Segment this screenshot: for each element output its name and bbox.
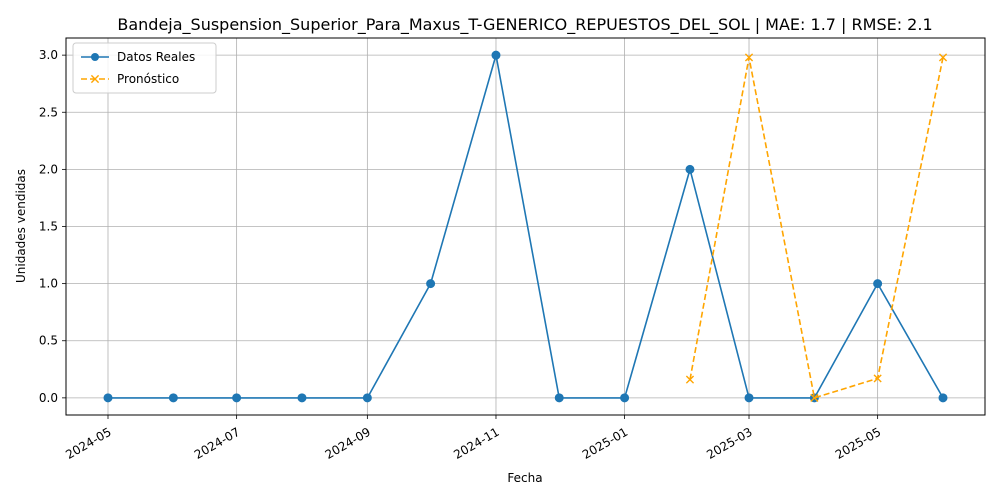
y-tick-label: 1.0 — [39, 277, 58, 291]
series-actual — [103, 50, 948, 403]
data-point-actual — [554, 393, 564, 403]
x-tick-label: 2024-07 — [192, 425, 242, 462]
data-point-actual — [426, 279, 436, 289]
x-marker-stroke — [810, 393, 819, 402]
legend: Datos Reales Pronóstico — [72, 42, 217, 94]
y-tick-label: 1.5 — [39, 220, 58, 234]
y-axis-title: Unidades vendidas — [14, 169, 28, 283]
y-tick-label: 2.0 — [39, 162, 58, 176]
data-point-forecast — [744, 53, 754, 62]
data-point-actual — [168, 393, 178, 403]
y-tick-label: 3.0 — [39, 48, 58, 62]
legend-marker-actual — [91, 53, 99, 61]
series-layer — [103, 50, 948, 403]
data-point-actual — [362, 393, 372, 403]
data-point-actual — [873, 279, 883, 289]
legend-item-actual: Datos Reales — [81, 50, 195, 64]
x-marker-stroke — [938, 53, 948, 62]
x-axis-title: Fecha — [507, 471, 542, 485]
chart-title: Bandeja_Suspension_Superior_Para_Maxus_T… — [117, 15, 932, 35]
x-marker-stroke — [744, 53, 754, 62]
legend-item-forecast: Pronóstico — [81, 72, 179, 86]
legend-label-actual: Datos Reales — [117, 50, 195, 64]
x-tick-label: 2024-09 — [323, 425, 373, 462]
y-tick-label: 0.0 — [39, 391, 58, 405]
data-point-forecast — [873, 374, 882, 383]
data-point-actual — [744, 393, 754, 403]
data-point-forecast — [938, 53, 948, 62]
x-tick-label: 2025-03 — [704, 425, 754, 462]
data-point-actual — [685, 164, 695, 174]
x-tick-label: 2025-01 — [580, 425, 630, 462]
data-point-forecast — [810, 393, 819, 402]
x-marker-stroke — [873, 374, 882, 383]
axis-ticks: 2024-05 2024-07 2024-09 2024-11 2025-01 2025-… — [39, 48, 883, 462]
x-marker-stroke — [685, 375, 695, 384]
legend-label-forecast: Pronóstico — [117, 72, 179, 86]
x-marker-stroke — [90, 74, 100, 84]
data-point-actual — [103, 393, 113, 403]
data-point-actual — [297, 393, 307, 403]
x-tick-label: 2024-05 — [63, 425, 113, 462]
x-tick-label: 2025-05 — [833, 425, 883, 462]
data-point-actual — [620, 393, 630, 403]
x-tick-label: 2024-11 — [451, 425, 501, 462]
data-point-forecast — [685, 375, 695, 384]
series-line-actual — [108, 54, 944, 399]
series-forecast — [685, 53, 948, 402]
y-tick-label: 0.5 — [39, 334, 58, 348]
data-point-actual — [491, 50, 501, 60]
legend-marker-forecast — [90, 74, 100, 84]
legend-box — [72, 42, 217, 94]
series-line-forecast — [689, 56, 944, 399]
data-point-actual — [232, 393, 242, 403]
y-tick-label: 2.5 — [39, 105, 58, 119]
grid-lines — [66, 38, 985, 415]
data-point-actual — [938, 393, 948, 403]
